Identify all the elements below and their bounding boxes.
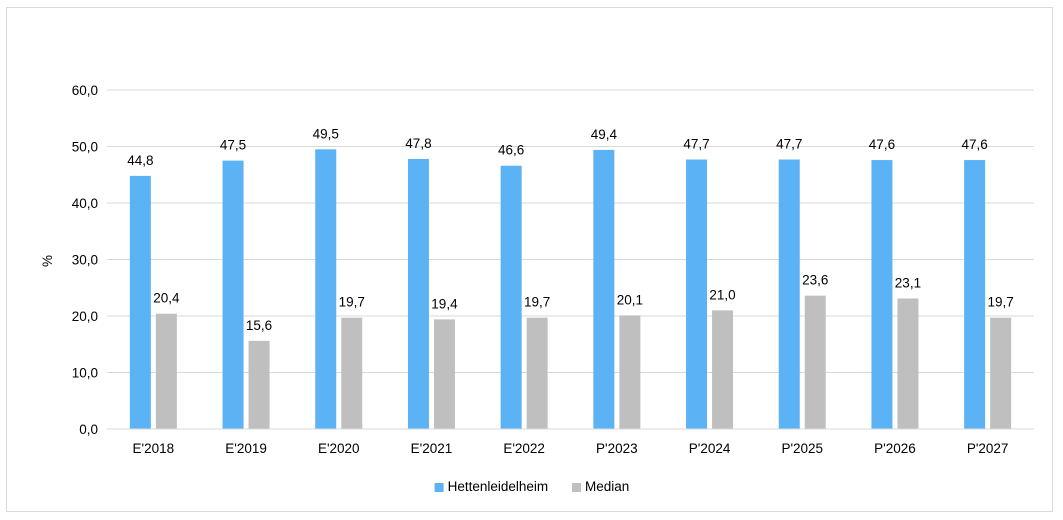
bar-median <box>341 317 363 429</box>
data-label: 23,6 <box>802 273 828 288</box>
bar-hettenleidelheim <box>407 158 429 429</box>
bars <box>129 149 1012 429</box>
data-label: 47,6 <box>962 137 988 152</box>
legend: Hettenleidelheim Median <box>434 479 629 494</box>
y-tick-label: 60,0 <box>72 83 98 98</box>
bar-hettenleidelheim <box>222 160 244 429</box>
data-label: 44,8 <box>127 153 153 168</box>
x-tick-label: P'2027 <box>967 441 1009 456</box>
data-label: 19,7 <box>524 295 550 310</box>
y-tick-label: 0,0 <box>79 422 98 437</box>
bar-median <box>712 310 734 429</box>
x-tick-label: E'2019 <box>225 441 267 456</box>
bar-hettenleidelheim <box>500 165 522 429</box>
y-axis-title: % <box>40 255 55 267</box>
data-label: 47,5 <box>220 138 246 153</box>
bar-median <box>619 315 641 429</box>
data-label: 23,1 <box>895 275 921 290</box>
bar-median <box>526 317 548 429</box>
x-tick-label: E'2018 <box>133 441 175 456</box>
x-tick-label: E'2021 <box>411 441 453 456</box>
bar-median <box>804 295 826 429</box>
y-tick-label: 30,0 <box>72 253 98 268</box>
x-tick-label: P'2024 <box>689 441 731 456</box>
legend-label-hettenleidelheim: Hettenleidelheim <box>448 479 549 494</box>
x-axis-categories: E'2018 E'2019 E'2020 E'2021 E'2022 P'2023 P'20… <box>133 441 1009 456</box>
legend-label-median: Median <box>585 479 629 494</box>
x-tick-label: P'2025 <box>781 441 823 456</box>
y-tick-label: 20,0 <box>72 309 98 324</box>
data-label: 47,8 <box>405 136 431 151</box>
x-tick-label: E'2020 <box>318 441 360 456</box>
data-label: 49,4 <box>591 127 618 142</box>
data-label: 19,4 <box>431 296 458 311</box>
data-label: 47,7 <box>776 136 802 151</box>
bar-hettenleidelheim <box>686 159 708 429</box>
legend-swatch-hettenleidelheim <box>434 483 444 492</box>
y-tick-label: 40,0 <box>72 196 98 211</box>
data-label: 15,6 <box>246 318 272 333</box>
y-axis-ticks: 0,0 10,0 20,0 30,0 40,0 50,0 60,0 <box>72 83 98 437</box>
data-label: 19,7 <box>339 295 365 310</box>
data-label: 47,7 <box>683 136 709 151</box>
bar-hettenleidelheim <box>778 159 800 429</box>
bar-median <box>990 317 1012 429</box>
bar-median <box>433 319 455 429</box>
bar-hettenleidelheim <box>129 175 151 429</box>
legend-swatch-median <box>572 483 581 492</box>
bar-median <box>248 340 270 429</box>
data-label: 46,6 <box>498 143 524 158</box>
data-label: 20,4 <box>153 291 180 306</box>
x-tick-label: P'2026 <box>874 441 916 456</box>
data-label: 49,5 <box>313 126 339 141</box>
y-tick-label: 50,0 <box>72 140 98 155</box>
data-labels: 44,8 20,4 47,5 15,6 49,5 19,7 47,8 19,4 46,6 19,7… <box>127 126 1014 333</box>
bar-median <box>897 298 919 429</box>
x-tick-label: P'2023 <box>596 441 638 456</box>
x-tick-label: E'2022 <box>503 441 545 456</box>
data-label: 47,6 <box>869 137 895 152</box>
data-label: 21,0 <box>709 287 735 302</box>
data-label: 20,1 <box>617 292 643 307</box>
bar-hettenleidelheim <box>593 149 615 429</box>
y-tick-label: 10,0 <box>72 366 98 381</box>
bar-median <box>155 313 177 429</box>
bar-hettenleidelheim <box>871 160 893 429</box>
bar-hettenleidelheim <box>964 160 986 429</box>
data-label: 19,7 <box>988 295 1014 310</box>
bar-hettenleidelheim <box>315 149 337 429</box>
